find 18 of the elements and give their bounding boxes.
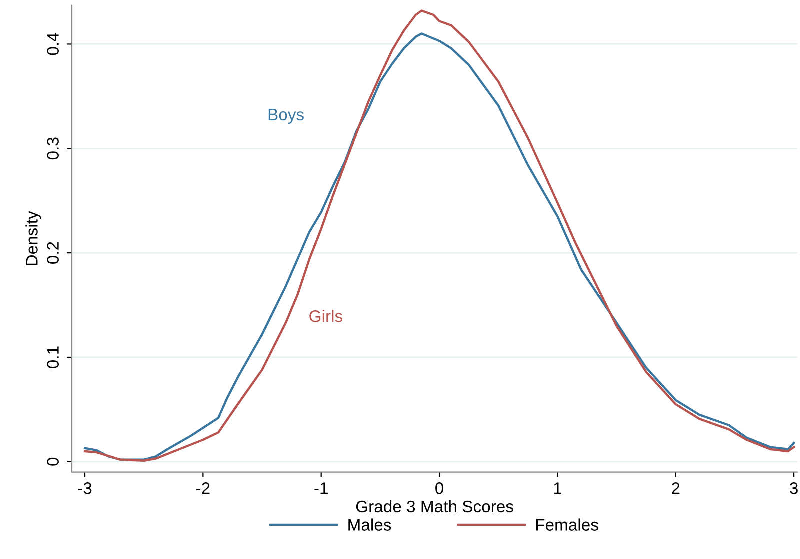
- x-tick-label: 1: [554, 482, 562, 494]
- y-tick-label: 0.2: [47, 242, 59, 264]
- legend-label: Females: [536, 518, 598, 531]
- x-tick-label: 0: [436, 482, 444, 494]
- x-tick-label: 2: [672, 482, 680, 494]
- x-tick-label: -1: [314, 482, 328, 494]
- x-tick-label: -2: [196, 482, 210, 494]
- annotation: Girls: [310, 310, 342, 322]
- y-axis-title: Density: [26, 211, 42, 266]
- annotation: Boys: [268, 109, 304, 124]
- legend-label: Males: [348, 518, 392, 531]
- x-tick-label: 3: [790, 482, 798, 494]
- x-axis-title: Grade 3 Math Scores: [356, 500, 514, 513]
- x-tick-label: -3: [78, 482, 92, 494]
- y-tick-label: 0.1: [47, 346, 59, 368]
- y-tick-label: 0: [47, 458, 59, 466]
- y-tick-label: 0.3: [47, 138, 59, 160]
- y-tick-label: 0.4: [47, 33, 59, 56]
